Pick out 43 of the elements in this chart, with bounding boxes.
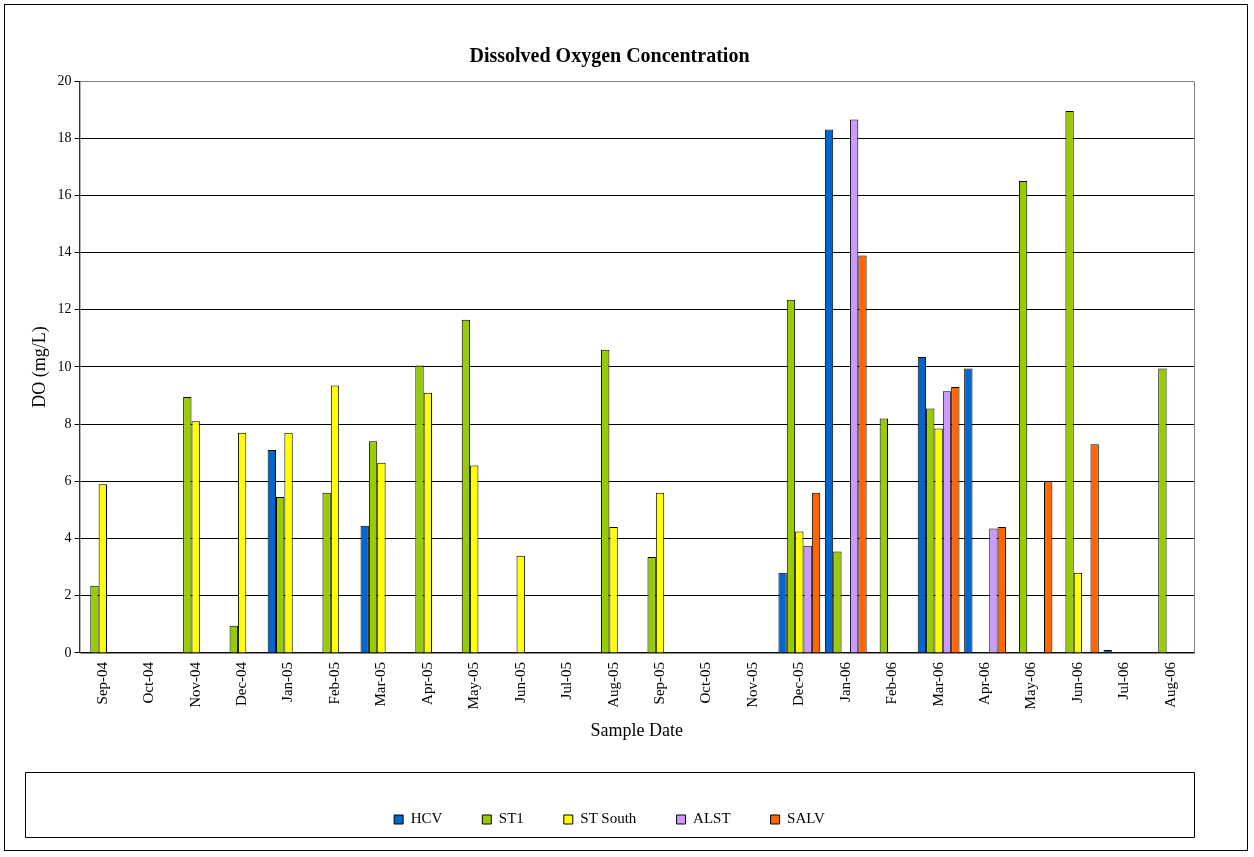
- x-tick-label: Sep-05: [650, 661, 667, 705]
- y-tick-label: 14: [57, 244, 72, 260]
- x-tick-label: Aug-06: [1161, 661, 1178, 708]
- x-tick-label: Mar-05: [372, 661, 389, 707]
- y-tick-label: 2: [64, 587, 72, 603]
- x-tick-label: Aug-05: [604, 661, 621, 708]
- y-tick-label: 20: [57, 72, 72, 88]
- x-tick-label: Jun-05: [511, 661, 528, 703]
- y-tick-label: 0: [64, 644, 72, 660]
- y-tick-label: 16: [57, 187, 72, 203]
- legend-label: SALV: [787, 810, 826, 827]
- y-tick-label: 8: [64, 415, 72, 431]
- x-tick-label: Mar-06: [929, 661, 946, 707]
- x-tick-label: Sep-04: [93, 661, 110, 705]
- y-tick-label: 12: [57, 301, 72, 317]
- y-tick-label: 10: [57, 358, 72, 374]
- legend-label: ALST: [693, 810, 731, 827]
- x-tick-label: Apr-06: [975, 661, 992, 705]
- x-tick-label: Feb-05: [325, 661, 342, 705]
- x-tick-label: Jun-06: [1068, 661, 1085, 703]
- x-tick-label: Jan-06: [836, 661, 853, 702]
- x-tick-label: May-06: [1022, 661, 1039, 710]
- x-tick-label: Apr-05: [418, 661, 435, 705]
- x-axis-title: Sample Date: [590, 719, 684, 740]
- legend-label: ST South: [580, 810, 637, 827]
- x-tick-label: Dec-04: [233, 661, 250, 707]
- x-tick-label: Dec-05: [790, 661, 807, 707]
- x-tick-label: Oct-05: [697, 661, 714, 704]
- x-tick-label: Feb-06: [883, 661, 900, 705]
- legend-label: HCV: [410, 810, 443, 827]
- legend-label: ST1: [498, 810, 524, 827]
- x-tick-label: Nov-04: [186, 661, 203, 708]
- chart-title: Dissolved Oxygen Concentration: [469, 44, 750, 68]
- x-tick-label: Jul-06: [1115, 661, 1132, 700]
- x-tick-label: May-05: [465, 661, 482, 710]
- y-tick-label: 6: [64, 473, 72, 489]
- y-axis-title: DO (mg/L): [28, 326, 50, 408]
- y-tick-label: 18: [57, 129, 72, 145]
- x-tick-label: Jul-05: [558, 661, 575, 700]
- y-tick-label: 4: [64, 530, 72, 546]
- x-tick-label: Oct-04: [140, 661, 157, 704]
- x-tick-label: Jan-05: [279, 661, 296, 702]
- x-tick-label: Nov-05: [743, 661, 760, 708]
